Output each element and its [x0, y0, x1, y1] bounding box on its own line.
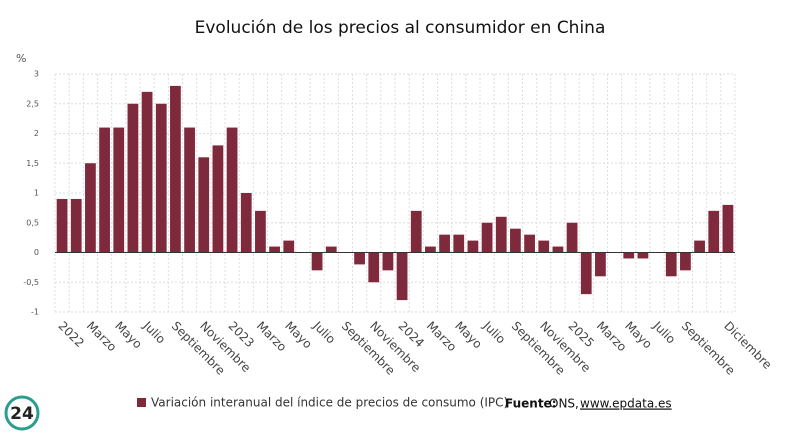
bar [212, 145, 224, 253]
bar [99, 127, 110, 253]
bar [368, 252, 380, 283]
bar [382, 252, 394, 271]
bar [255, 210, 266, 253]
bar [396, 252, 408, 301]
bar [722, 204, 734, 253]
bar [240, 193, 252, 253]
bar [170, 85, 181, 253]
y-tick-label: 1,5 [26, 159, 39, 168]
legend-swatch [137, 398, 146, 407]
bar [580, 252, 592, 295]
x-tick-label: Marzo [254, 319, 290, 355]
y-tick-label: -0,5 [23, 278, 39, 287]
bar [481, 222, 493, 253]
y-tick-label: 2 [34, 129, 39, 138]
bar [453, 234, 465, 253]
bar [56, 198, 68, 253]
y-tick-label: 0 [34, 248, 39, 257]
bar [694, 240, 705, 253]
logo-ring [4, 395, 40, 431]
bar [325, 246, 337, 253]
bar [70, 198, 82, 253]
bar [623, 252, 635, 259]
y-tick-label: 1 [34, 189, 39, 198]
y-tick-label: 3 [34, 70, 39, 79]
bar [184, 127, 195, 253]
x-tick-label: 2022 [55, 319, 86, 350]
bar [226, 127, 238, 253]
source: ONS, [549, 397, 579, 411]
bar [113, 127, 125, 253]
bar [510, 228, 521, 253]
y-tick-label: 2,5 [26, 99, 39, 108]
bar [127, 103, 139, 253]
x-tick-label: Marzo [84, 319, 120, 355]
bar [708, 210, 720, 253]
x-tick-label: Marzo [594, 319, 630, 355]
bar [198, 157, 210, 253]
bar [85, 163, 96, 253]
x-tick-label: Marzo [424, 319, 460, 355]
bar [141, 91, 153, 253]
bar [311, 252, 323, 271]
y-unit: % [16, 52, 26, 65]
bar [524, 234, 535, 253]
bar [269, 246, 280, 253]
bar [439, 234, 450, 253]
bar [467, 240, 479, 253]
chart-title: Evolución de los precios al consumidor e… [195, 18, 606, 38]
bar [538, 240, 550, 253]
bar [680, 252, 691, 271]
bar [637, 252, 649, 259]
bar [283, 240, 295, 253]
bar [566, 222, 578, 253]
y-tick-label: 0,5 [26, 218, 39, 227]
bar [595, 252, 606, 277]
y-tick-label: -1 [31, 308, 39, 317]
source-label: Fuente: [505, 397, 557, 411]
logo: 24 [10, 404, 34, 424]
legend-label: Variación interanual del índice de preci… [151, 396, 508, 410]
bar [354, 252, 365, 265]
source-link[interactable]: www.epdata.es [580, 397, 672, 411]
bar [495, 216, 507, 253]
bar [155, 103, 167, 253]
bar [552, 246, 564, 253]
bar [410, 210, 422, 253]
bar [665, 252, 677, 277]
bar [425, 246, 436, 253]
